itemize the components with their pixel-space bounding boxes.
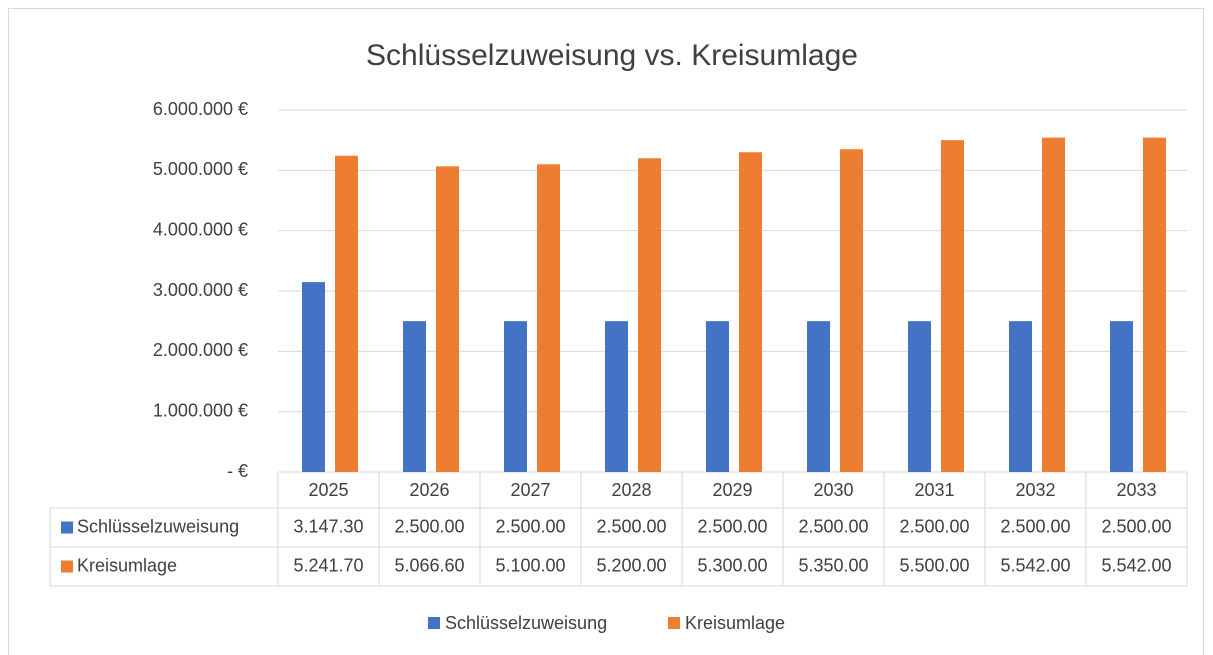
bar (739, 152, 762, 472)
table-cell: 5.350.00 (798, 555, 868, 575)
bar (807, 321, 830, 472)
y-tick-label: 3.000.000 € (153, 280, 248, 300)
x-tick-label: 2028 (611, 480, 651, 500)
x-tick-label: 2029 (712, 480, 752, 500)
bar (1009, 321, 1032, 472)
bar (403, 321, 426, 472)
legend-label: Schlüsselzuweisung (445, 613, 607, 633)
x-tick-label: 2030 (813, 480, 853, 500)
x-tick-label: 2031 (914, 480, 954, 500)
y-tick-label: 6.000.000 € (153, 99, 248, 119)
bar (638, 158, 661, 472)
table-cell: 5.300.00 (697, 555, 767, 575)
table-cell: 5.542.00 (1000, 555, 1070, 575)
table-cell: 2.500.00 (1000, 516, 1070, 536)
table-cell: 2.500.00 (697, 516, 767, 536)
x-tick-label: 2026 (409, 480, 449, 500)
bar (605, 321, 628, 472)
x-tick-label: 2033 (1116, 480, 1156, 500)
table-cell: 2.500.00 (495, 516, 565, 536)
table-cell: 2.500.00 (394, 516, 464, 536)
bar (302, 282, 325, 472)
table-cell: 2.500.00 (899, 516, 969, 536)
table-cell: 2.500.00 (798, 516, 868, 536)
x-tick-label: 2025 (308, 480, 348, 500)
table-legend-key (61, 521, 73, 534)
table-cell: 5.100.00 (495, 555, 565, 575)
bar (335, 155, 358, 472)
chart-title: Schlüsselzuweisung vs. Kreisumlage (366, 39, 858, 72)
y-tick-label: 1.000.000 € (153, 400, 248, 420)
bar (1042, 137, 1065, 472)
bar (908, 321, 931, 472)
bar (840, 149, 863, 472)
y-tick-label: 2.000.000 € (153, 340, 248, 360)
x-tick-label: 2027 (510, 480, 550, 500)
y-tick-label: 5.000.000 € (153, 159, 248, 179)
bar (706, 321, 729, 472)
x-tick-label: 2032 (1015, 480, 1055, 500)
table-cell: 5.066.60 (394, 555, 464, 575)
bar (1110, 321, 1133, 472)
table-cell: 3.147.30 (293, 516, 363, 536)
bar (941, 140, 964, 472)
legend-key (668, 617, 680, 629)
table-row-label: Schlüsselzuweisung (77, 516, 239, 536)
bar (436, 166, 459, 473)
table-cell: 5.200.00 (596, 555, 666, 575)
table-cell: 5.241.70 (293, 555, 363, 575)
legend-label: Kreisumlage (685, 613, 785, 633)
table-legend-key (61, 560, 73, 573)
table-cell: 5.542.00 (1101, 555, 1171, 575)
bar (504, 321, 527, 472)
table-cell: 2.500.00 (596, 516, 666, 536)
table-cell: 5.500.00 (899, 555, 969, 575)
bar (537, 164, 560, 473)
table-cell: 2.500.00 (1101, 516, 1171, 536)
legend-key (428, 617, 440, 629)
bar (1143, 137, 1166, 472)
table-row-label: Kreisumlage (77, 555, 177, 575)
y-tick-label: 4.000.000 € (153, 219, 248, 239)
y-tick-label: - € (227, 461, 248, 481)
